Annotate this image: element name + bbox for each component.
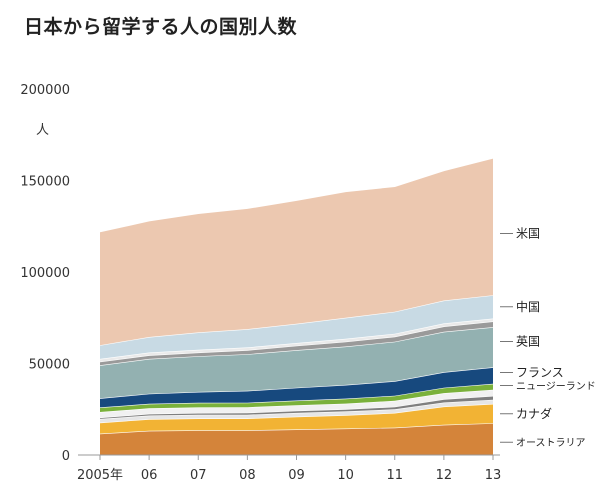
series-label: 米国 — [516, 227, 540, 241]
area-band-10 — [100, 295, 493, 359]
y-axis-unit-label: 人 — [36, 123, 49, 138]
area-band-6 — [100, 367, 493, 408]
y-tick-label: 150000 — [20, 175, 70, 190]
y-tick-label: 200000 — [20, 83, 70, 98]
series-label: 英国 — [516, 335, 540, 349]
x-tick-label: 08 — [239, 468, 256, 483]
x-tick-label: 09 — [288, 468, 305, 483]
area-band-1 — [100, 403, 493, 434]
series-label: ニュージーランド — [516, 381, 596, 393]
area-band-11 — [100, 158, 493, 346]
series-label: カナダ — [516, 406, 552, 421]
x-tick-label: 2005年 — [77, 468, 123, 483]
series-label: フランス — [516, 366, 564, 380]
area-band-9-unlabeled — [100, 318, 493, 362]
band-edge-11 — [99, 157, 494, 233]
x-tick-labels: 2005年 06 07 08 09 10 11 12 13 — [77, 455, 501, 483]
y-tick-labels: 200000 150000 100000 50000 0 — [20, 83, 70, 464]
series-label: オーストラリア — [516, 437, 586, 449]
area-band-7 — [100, 327, 493, 399]
area-band-2-unlabeled — [100, 399, 493, 423]
area-band-4-unlabeled — [100, 389, 493, 418]
y-tick-label: 50000 — [29, 358, 70, 373]
x-tick-label: 10 — [337, 468, 354, 483]
series-label: 中国 — [516, 299, 540, 314]
y-tick-label: 0 — [62, 449, 70, 464]
x-tick-label: 07 — [190, 468, 207, 483]
y-tick-label: 100000 — [20, 266, 70, 281]
x-tick-label: 12 — [436, 468, 453, 483]
x-tick-label: 13 — [485, 468, 502, 483]
area-bands — [99, 157, 494, 455]
area-band-5 — [100, 383, 493, 412]
x-tick-label: 06 — [141, 468, 158, 483]
x-tick-label: 11 — [387, 468, 404, 483]
area-band-8-unlabeled — [100, 321, 493, 366]
chart-title: 日本から留学する人の国別人数 — [24, 16, 298, 38]
area-band-0 — [100, 423, 493, 455]
